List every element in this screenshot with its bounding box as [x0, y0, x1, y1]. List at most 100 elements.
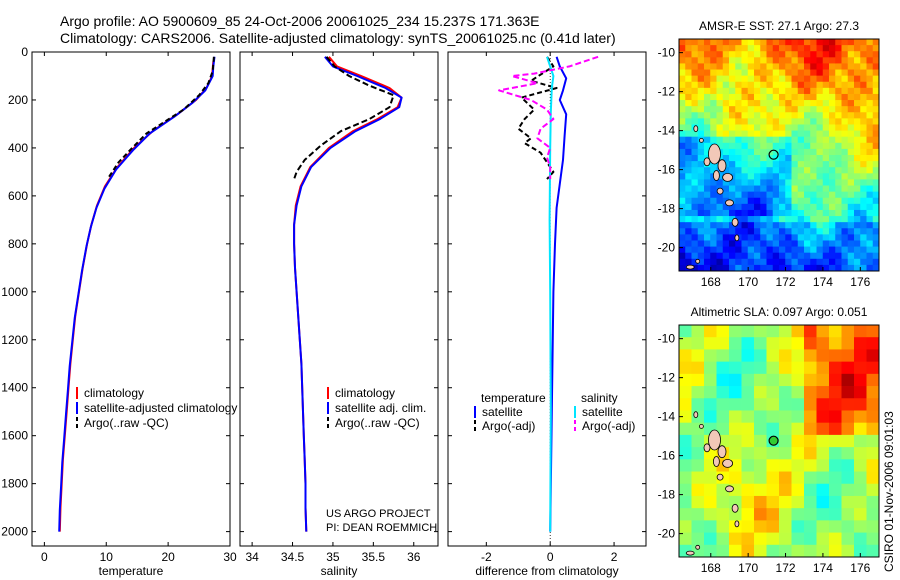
heatmap-cell [735, 100, 742, 107]
heatmap-cell [747, 142, 755, 150]
heatmap-cell [710, 118, 717, 125]
heatmap-cell [810, 87, 817, 95]
heatmap-cell [735, 161, 742, 168]
heatmap-cell [822, 240, 830, 247]
heatmap-cell [816, 337, 830, 350]
heatmap-cell [766, 161, 774, 168]
heatmap-cell [704, 386, 717, 399]
heatmap-cell [854, 544, 867, 557]
heatmap-cell [747, 57, 755, 64]
heatmap-cell [766, 197, 774, 205]
heatmap-cell [685, 258, 692, 266]
heatmap-cell [822, 197, 830, 205]
heatmap-cell [710, 264, 717, 271]
heatmap-cell [760, 161, 767, 168]
heatmap-cell [854, 87, 861, 95]
heatmap-cell [704, 532, 717, 546]
heatmap-cell [722, 148, 730, 156]
heatmap-cell [797, 246, 805, 254]
heatmap-cell [729, 45, 736, 52]
heatmap-cell [729, 386, 742, 399]
heatmap-cell [766, 337, 780, 350]
heatmap-cell [729, 258, 736, 266]
heatmap-cell [766, 361, 780, 375]
heatmap-cell [860, 106, 867, 113]
heatmap-cell [766, 179, 774, 186]
heatmap-cell [735, 155, 742, 162]
heatmap-cell [804, 185, 811, 193]
heatmap-cell [697, 93, 705, 101]
heatmap-cell [679, 325, 692, 338]
heatmap-cell [791, 234, 799, 241]
heatmap-cell [785, 106, 792, 113]
heatmap-cell [854, 57, 861, 64]
heatmap-cell [704, 240, 711, 247]
heatmap-cell [866, 148, 874, 156]
heatmap-cell [685, 179, 692, 186]
heatmap-cell [804, 222, 811, 229]
heatmap-cell [760, 185, 767, 193]
heatmap-cell [816, 161, 824, 168]
heatmap-cell [816, 386, 830, 399]
heatmap-cell [747, 81, 755, 89]
heatmap-cell [760, 197, 767, 205]
heatmap-cell [841, 544, 855, 557]
heatmap-cell [747, 69, 755, 77]
heatmap-cell [866, 179, 874, 186]
heatmap-cell [754, 544, 767, 557]
heatmap-cell [710, 136, 717, 144]
series-line-2 [293, 56, 395, 180]
heatmap-cell [804, 349, 817, 363]
heatmap-cell [679, 130, 686, 138]
heatmap-cell [829, 349, 842, 363]
heatmap-cell [822, 258, 830, 266]
heatmap-cell [841, 234, 849, 241]
heatmap-cell [741, 124, 749, 131]
heatmap-cell [847, 216, 855, 223]
heatmap-cell [697, 87, 705, 95]
heatmap-cell [866, 136, 874, 144]
heatmap-cell [854, 39, 861, 46]
heatmap-cell [835, 216, 842, 223]
heatmap-cell [841, 325, 855, 338]
heatmap-cell [754, 197, 761, 205]
heatmap-cell [772, 203, 780, 211]
heatmap-cell [854, 203, 861, 211]
heatmap-cell [854, 75, 861, 83]
island-outline [695, 544, 701, 550]
heatmap-cell [835, 142, 842, 150]
heatmap-cell [729, 361, 742, 375]
heatmap-cell [791, 520, 805, 533]
heatmap-cell [704, 124, 711, 131]
heatmap-cell [716, 544, 730, 557]
heatmap-cell [841, 45, 849, 52]
heatmap-cell [797, 69, 805, 77]
heatmap-cell [704, 508, 717, 521]
heatmap-cell [741, 45, 749, 52]
heatmap-cell [854, 508, 867, 521]
heatmap-cell [872, 118, 879, 125]
heatmap-cell [697, 124, 705, 131]
heatmap-cell [804, 434, 817, 448]
heatmap-cell [760, 118, 767, 125]
heatmap-cell [872, 222, 879, 229]
heatmap-cell [860, 203, 867, 211]
heatmap-cell [697, 63, 705, 70]
heatmap-cell [754, 252, 761, 260]
heatmap-cell [847, 173, 855, 180]
heatmap-cell [697, 100, 705, 107]
heatmap-cell [841, 87, 849, 95]
heatmap-cell [716, 57, 724, 64]
heatmap-cell [741, 106, 749, 113]
heatmap-cell [754, 386, 767, 399]
heatmap-cell [872, 136, 879, 144]
heatmap-cell [735, 106, 742, 113]
heatmap-cell [679, 51, 686, 58]
heatmap-cell [735, 222, 742, 229]
island-outline [695, 258, 701, 264]
heatmap-cell [679, 234, 686, 241]
heatmap-cell [829, 124, 836, 131]
heatmap-cell [760, 93, 767, 101]
heatmap-cell [822, 203, 830, 211]
heatmap-cell [866, 118, 874, 125]
